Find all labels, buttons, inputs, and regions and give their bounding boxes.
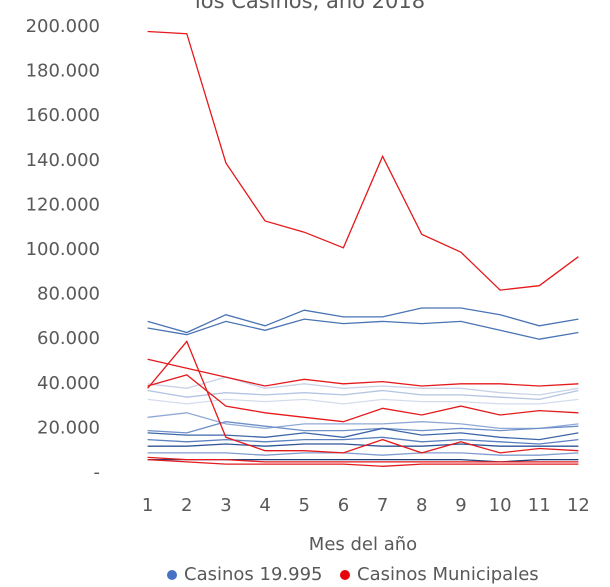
series-line [147,30,579,291]
series-line [147,421,579,434]
y-tick-label: 180.000 [26,61,100,82]
series-line [147,456,579,463]
x-tick-label: 12 [567,495,590,516]
y-tick-label: - [94,462,101,483]
x-tick-label: 10 [489,495,512,516]
legend-marker [340,570,350,580]
series-line [147,436,579,445]
x-tick-label: 5 [299,495,310,516]
x-tick-label: 6 [338,495,349,516]
series-line [147,452,579,456]
y-tick-label: 80.000 [37,284,100,305]
x-tick-label: 2 [181,495,192,516]
chart-title: los Casinos, año 2018 [195,0,425,13]
y-tick-label: 100.000 [26,239,100,260]
series-line [147,358,579,387]
y-tick-label: 60.000 [37,328,100,349]
series-line [147,340,579,454]
series-line [147,376,579,396]
series-line [147,374,579,423]
series-line [147,389,579,401]
x-tick-label: 7 [377,495,388,516]
y-tick-label: 140.000 [26,150,100,171]
x-tick-label: 9 [455,495,466,516]
series-line [147,318,579,340]
legend-label: Casinos 19.995 [184,564,322,585]
y-tick-label: 120.000 [26,194,100,215]
x-tick-label: 8 [416,495,427,516]
y-tick-label: 20.000 [37,417,100,438]
legend-marker [167,570,177,580]
y-tick-label: 40.000 [37,373,100,394]
series-line [147,443,579,447]
series-line [147,307,579,334]
x-tick-label: 1 [142,495,153,516]
x-axis-label: Mes del año [309,534,417,555]
y-tick-label: 200.000 [26,16,100,37]
x-tick-label: 11 [528,495,551,516]
x-tick-label: 3 [220,495,231,516]
legend-label: Casinos Municipales [357,564,539,585]
y-tick-label: 160.000 [26,105,100,126]
x-tick-label: 4 [259,495,270,516]
series-line [147,427,579,441]
series-line [147,458,579,467]
